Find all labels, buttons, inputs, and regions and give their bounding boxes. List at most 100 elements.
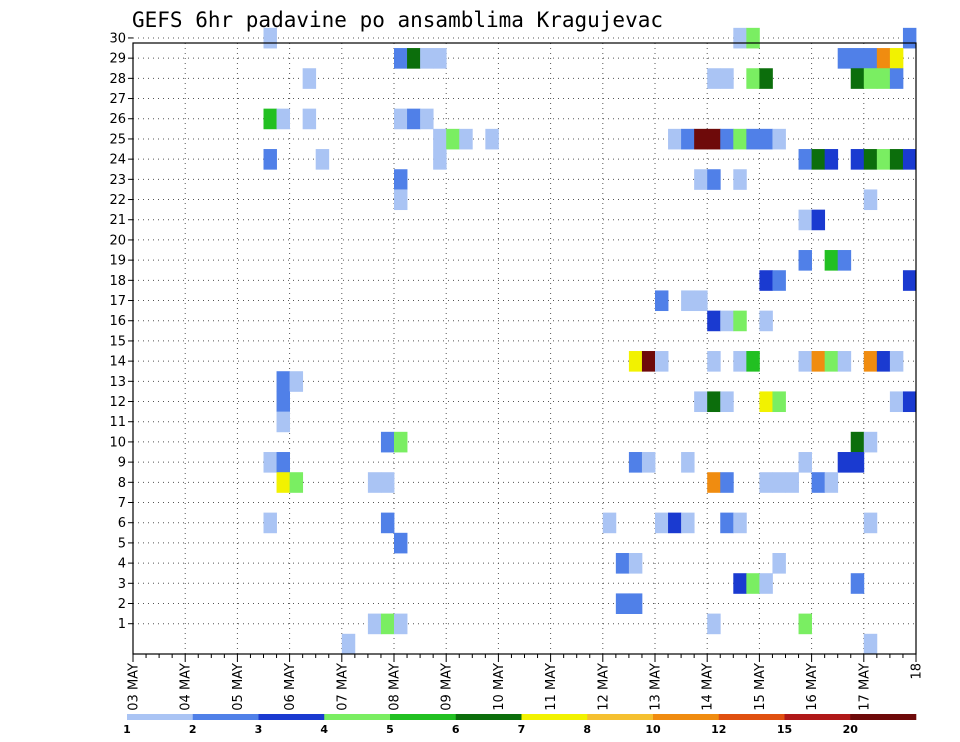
x-tick-label: 13 MAY — [649, 663, 664, 711]
heatmap-cell — [902, 27, 917, 49]
heatmap-cell — [733, 310, 747, 332]
y-tick-label: 22 — [109, 193, 126, 208]
colorbar-label: 4 — [320, 723, 328, 736]
heatmap-cell — [394, 108, 408, 130]
heatmap-cell — [759, 472, 773, 493]
heatmap-cell — [615, 593, 630, 614]
heatmap-cell — [302, 68, 317, 89]
heatmap-cell — [394, 431, 408, 453]
x-tick-label: 16 MAY — [805, 663, 820, 711]
y-tick-label: 23 — [109, 173, 126, 188]
heatmap-cell — [446, 128, 460, 150]
heatmap-cell — [707, 613, 721, 635]
heatmap-cell — [628, 593, 643, 614]
heatmap-cell — [276, 371, 290, 392]
cells-layer — [263, 27, 917, 655]
heatmap-cell — [394, 189, 408, 211]
heatmap-cell — [798, 351, 812, 372]
heatmap-cell — [772, 553, 786, 574]
heatmap-cell — [720, 128, 734, 150]
heatmap-cell — [863, 633, 878, 655]
heatmap-cell — [876, 351, 891, 372]
heatmap-cell — [707, 68, 721, 89]
y-tick-label: 2 — [118, 597, 126, 612]
heatmap-cell — [707, 128, 721, 150]
heatmap-cell — [394, 613, 408, 635]
heatmap-cell — [746, 27, 760, 49]
heatmap-cell — [694, 290, 708, 312]
y-tick-label: 24 — [109, 153, 126, 168]
heatmap-cell — [850, 68, 865, 89]
x-tick-label: 04 MAY — [179, 663, 194, 711]
heatmap-cell — [694, 169, 708, 190]
heatmap-cell — [433, 48, 447, 69]
heatmap-cell — [824, 472, 839, 493]
heatmap-cell — [394, 532, 408, 554]
colorbar-label: 2 — [189, 723, 197, 736]
heatmap-cell — [367, 613, 382, 635]
heatmap-cell — [863, 149, 878, 170]
colorbar-label: 7 — [518, 723, 526, 736]
heatmap-cell — [759, 573, 773, 594]
heatmap-cell — [889, 351, 904, 372]
x-tick-label: 18 — [910, 663, 925, 680]
heatmap-cell — [380, 472, 395, 493]
colorbar-label: 6 — [452, 723, 460, 736]
heatmap-cell — [263, 452, 277, 473]
grid-layer — [133, 37, 916, 654]
heatmap-cell — [433, 128, 447, 150]
y-tick-label: 17 — [109, 294, 126, 309]
heatmap-cell — [746, 573, 760, 594]
heatmap-cell — [850, 149, 865, 170]
heatmap-cell — [276, 411, 290, 433]
x-tick-label: 03 MAY — [127, 663, 142, 711]
colorbar-label: 3 — [255, 723, 263, 736]
y-tick-label: 12 — [109, 395, 126, 410]
x-tick-label: 08 MAY — [388, 663, 403, 711]
heatmap-cell — [798, 613, 812, 635]
y-tick-label: 3 — [118, 577, 126, 592]
heatmap-cell — [746, 68, 760, 89]
y-tick-label: 26 — [109, 112, 126, 127]
heatmap-cell — [628, 351, 643, 372]
y-tick-label: 27 — [109, 92, 126, 107]
heatmap-cell — [850, 452, 865, 473]
y-tick-label: 18 — [109, 274, 126, 289]
heatmap-cell — [341, 633, 356, 655]
heatmap-cell — [837, 48, 852, 69]
heatmap-cell — [668, 128, 682, 150]
heatmap-cell — [876, 149, 891, 170]
heatmap-cell — [811, 351, 826, 372]
y-tick-label: 15 — [109, 334, 126, 349]
heatmap-cell — [302, 108, 317, 130]
colorbar-swatch — [521, 714, 588, 720]
heatmap-cell — [850, 48, 865, 69]
heatmap-cell — [263, 149, 277, 170]
heatmap-cell — [798, 209, 812, 231]
y-tick-label: 1 — [118, 617, 126, 632]
colorbar-swatch — [192, 714, 259, 720]
y-tick-label: 6 — [118, 516, 126, 531]
heatmap-cell — [863, 189, 878, 211]
heatmap-cell — [733, 351, 747, 372]
heatmap-cell — [733, 512, 747, 534]
heatmap-cell — [394, 48, 408, 69]
y-tick-label: 25 — [109, 132, 126, 147]
heatmap-cell — [733, 573, 747, 594]
heatmap-cell — [407, 48, 421, 69]
heatmap-cell — [863, 431, 878, 453]
heatmap-cell — [785, 472, 799, 493]
y-tick-label: 8 — [118, 476, 126, 491]
heatmap-cell — [824, 351, 839, 372]
chart-title: GEFS 6hr padavine po ansamblima Kragujev… — [132, 8, 663, 32]
heatmap-cell — [602, 512, 617, 534]
heatmap-cell — [433, 149, 447, 170]
x-tick-label: 15 MAY — [753, 663, 768, 711]
heatmap-cell — [811, 209, 826, 231]
heatmap-cell — [289, 472, 304, 493]
heatmap-cell — [811, 472, 826, 493]
heatmap-cell — [707, 391, 721, 413]
colorbar-swatch — [718, 714, 785, 720]
colorbar-swatch — [653, 714, 720, 720]
heatmap-cell — [902, 270, 917, 291]
